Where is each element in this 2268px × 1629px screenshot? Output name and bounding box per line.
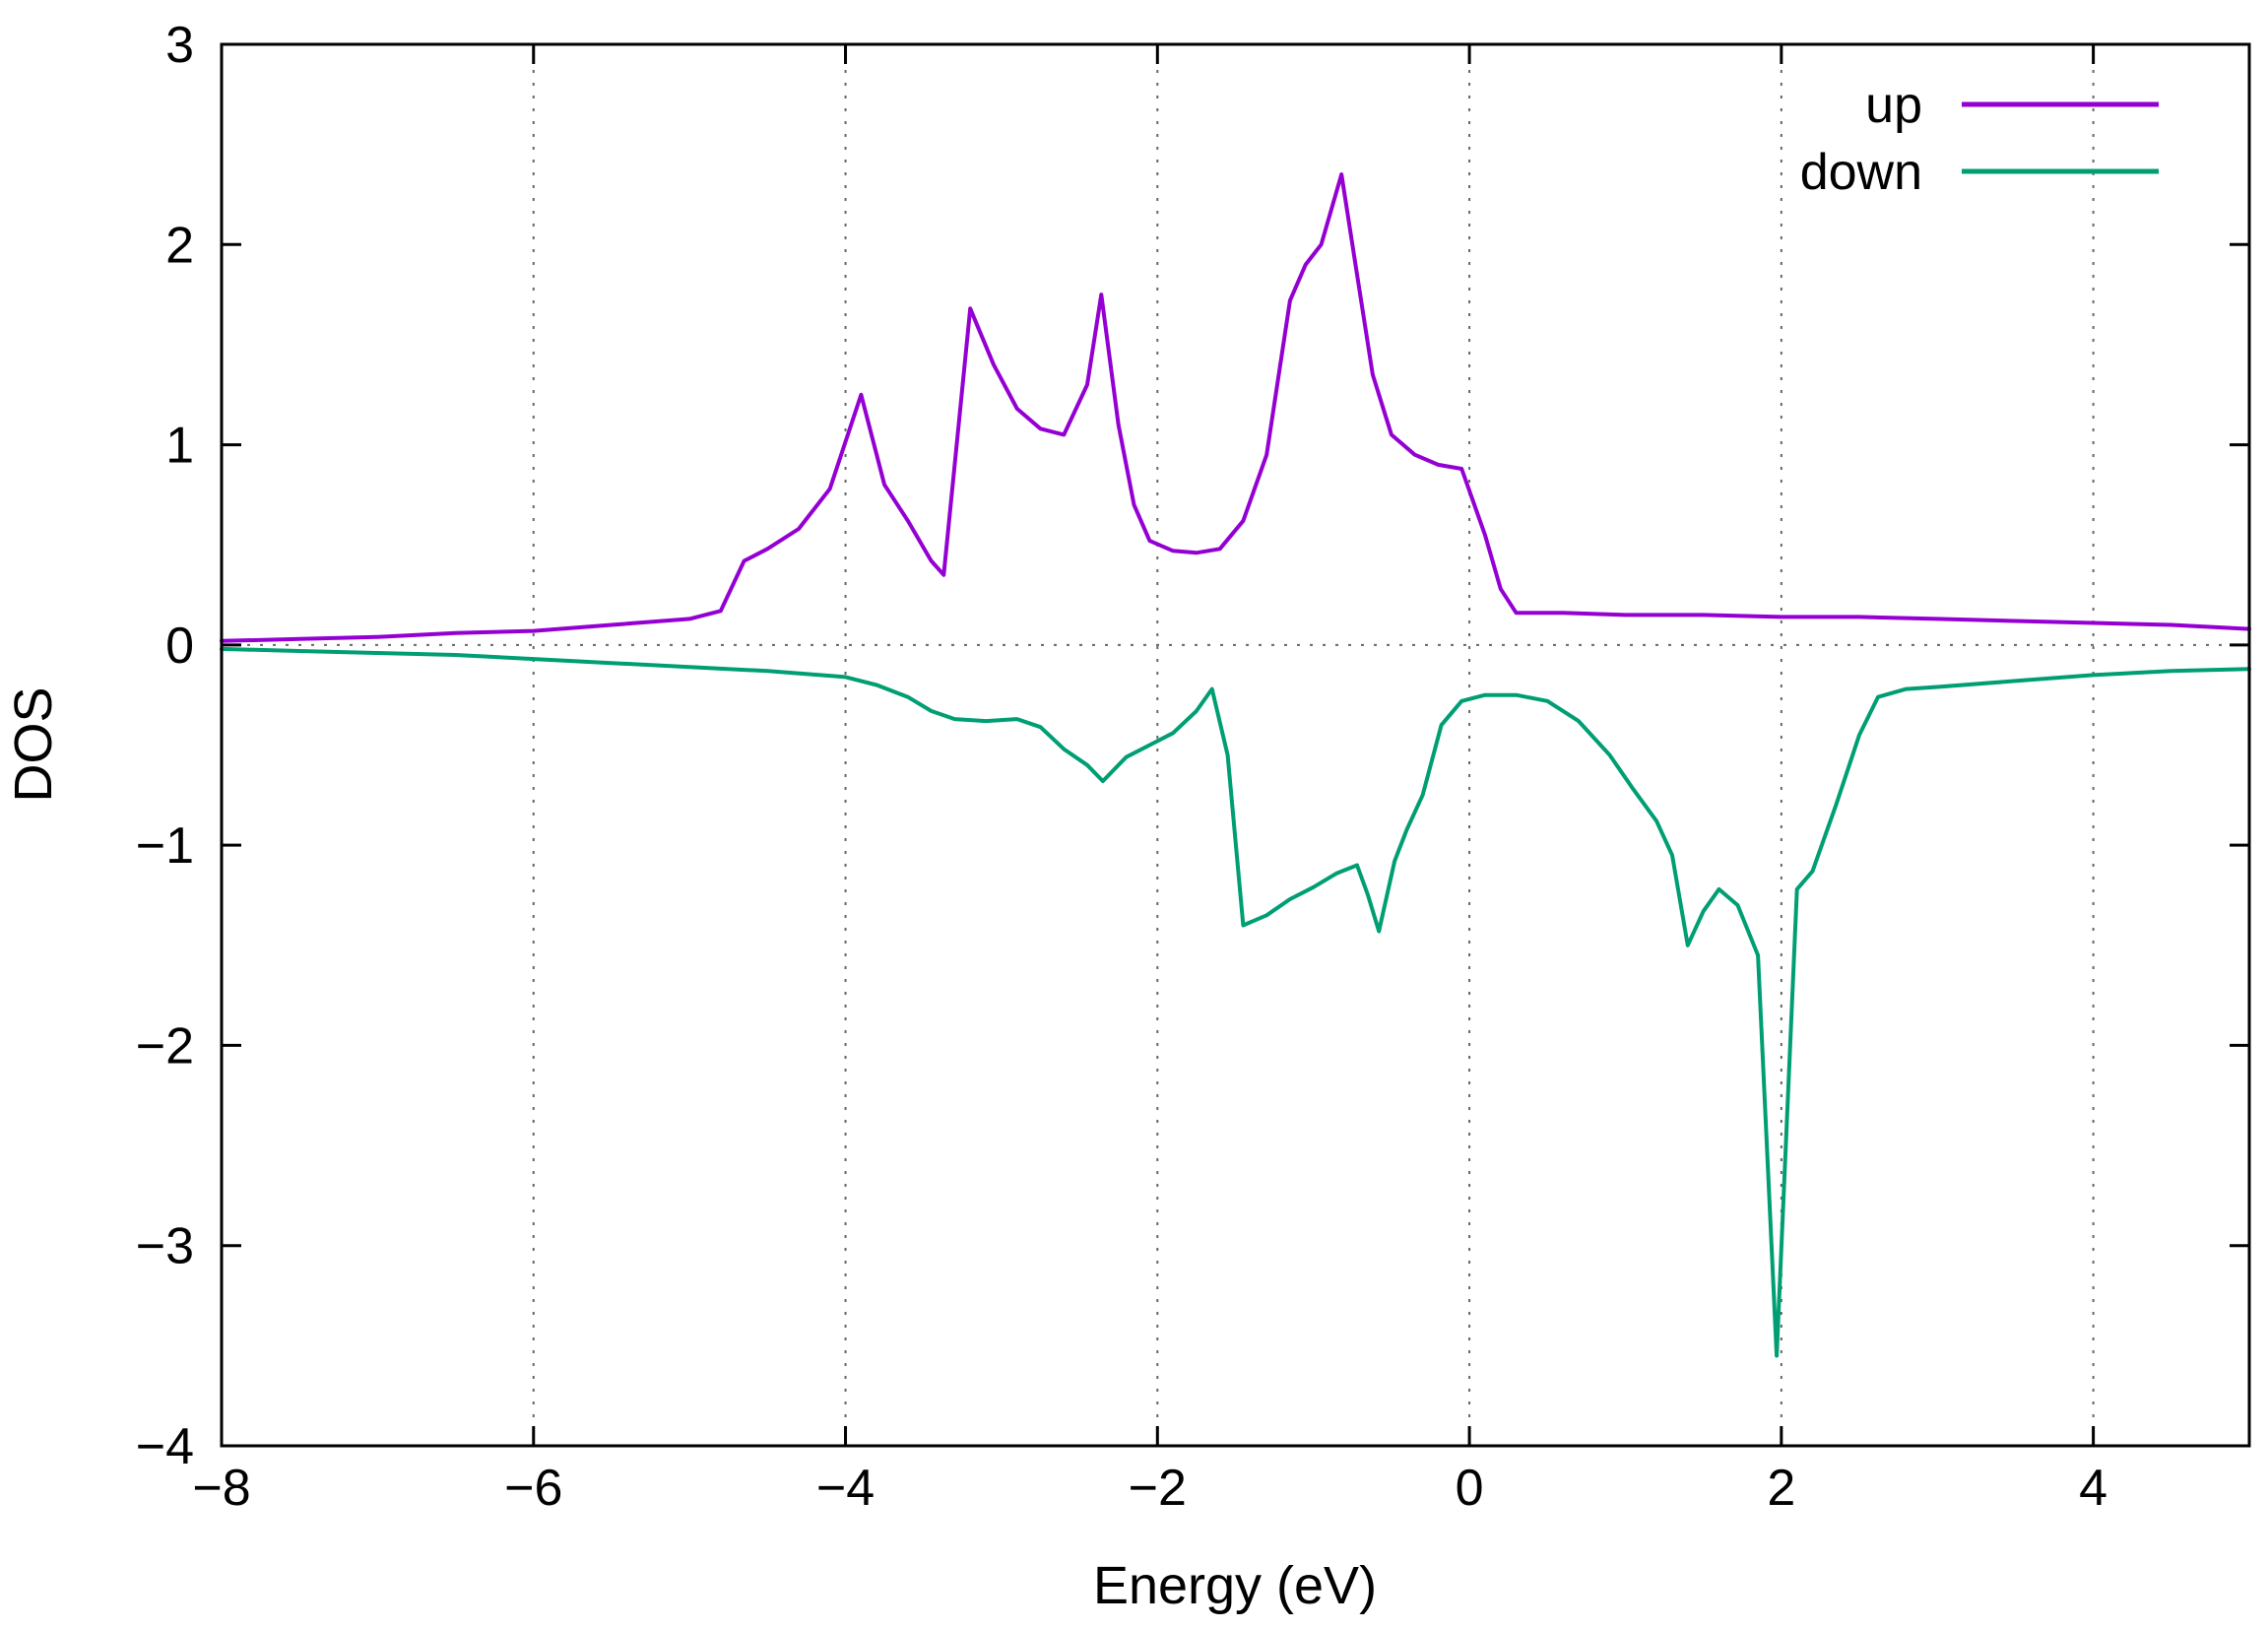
grid-lines — [222, 44, 2249, 1446]
legend-label-up: up — [1865, 77, 1922, 134]
y-tick-label: 0 — [165, 618, 194, 675]
legend: up down — [1800, 77, 2159, 201]
x-tick-label: 4 — [2079, 1460, 2107, 1517]
plot-frame — [220, 42, 2251, 1448]
x-tick-label: −4 — [816, 1460, 875, 1517]
y-tick-label: 2 — [165, 217, 194, 274]
x-tick-label: −6 — [504, 1460, 562, 1517]
y-tick-label: 3 — [165, 17, 194, 74]
y-tick-label: −3 — [136, 1218, 194, 1275]
y-tick-label: −2 — [136, 1017, 194, 1075]
data-curves — [220, 172, 2251, 1358]
y-tick-label: −1 — [136, 817, 194, 875]
x-axis-label: Energy (eV) — [1093, 1556, 1377, 1615]
tick-marks — [220, 42, 2249, 1448]
x-tick-label: 0 — [1456, 1460, 1484, 1517]
legend-label-down: down — [1800, 144, 1922, 201]
tick-labels: −8 −6 −4 −2 0 2 4 3 2 1 0 −1 −2 −3 −4 — [136, 17, 2107, 1517]
x-tick-label: −2 — [1129, 1460, 1187, 1517]
y-axis-label: DOS — [4, 686, 63, 802]
x-tick-label: 2 — [1767, 1460, 1795, 1517]
y-tick-label: 1 — [165, 418, 194, 475]
x-tick-label: −8 — [192, 1460, 250, 1517]
y-tick-label: −4 — [136, 1418, 194, 1475]
